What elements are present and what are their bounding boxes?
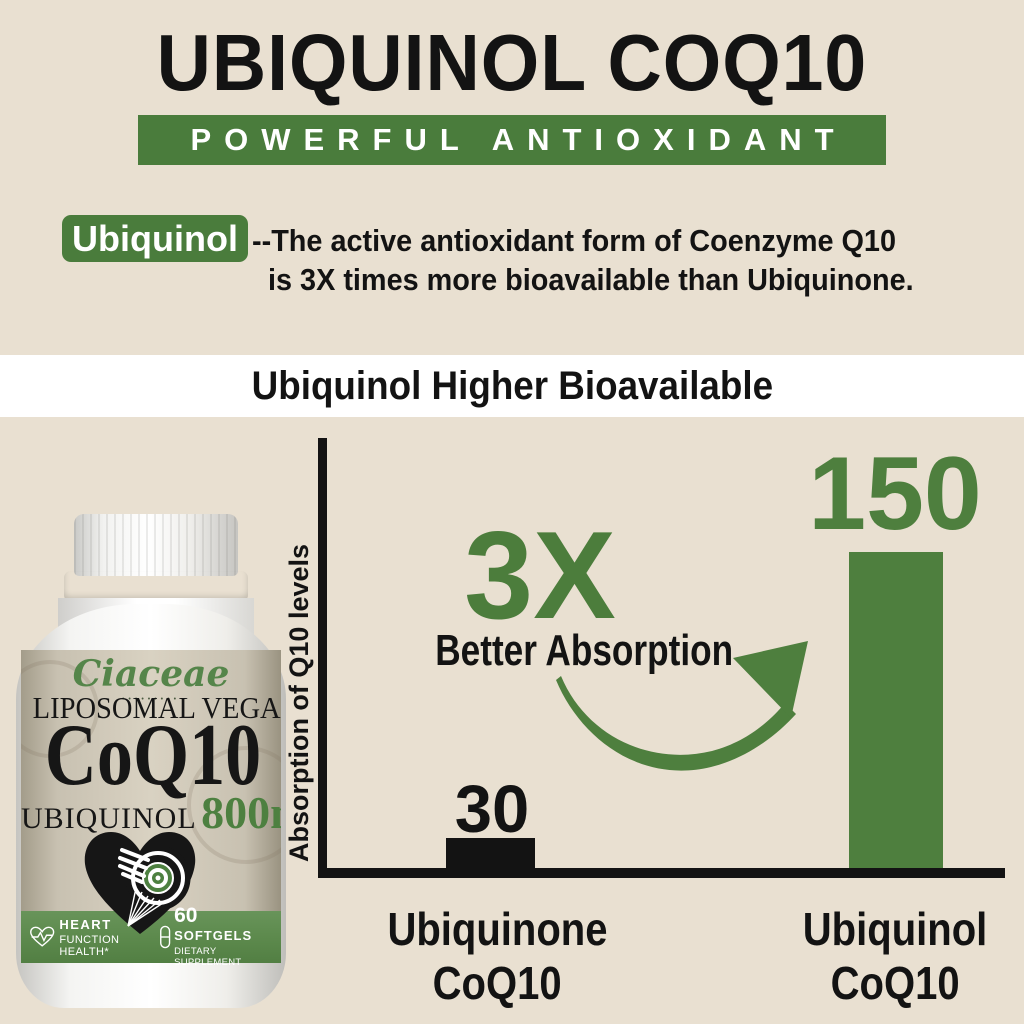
band-supplement-text: DIETARY SUPPLEMENT [174, 946, 242, 968]
label-product-name: CoQ10 [44, 707, 262, 804]
bullseye-icon [125, 845, 191, 911]
band-count: 60 [174, 904, 198, 927]
ray-lines [127, 887, 167, 927]
annotation-3x: 3X [464, 507, 616, 645]
chart-value-label-ubiquinol: 150 [808, 436, 982, 552]
intro-line1: --The active antioxidant form of Coenzym… [252, 223, 896, 258]
curved-up-right-arrow-icon [556, 641, 808, 771]
band-heart-text: HEART [59, 916, 112, 932]
ubiquinol-badge: Ubiquinol [62, 215, 248, 262]
chart-y-axis-line [318, 438, 327, 878]
heart-pulse-icon [30, 926, 55, 947]
chart-value-label-ubiquinone: 30 [454, 772, 530, 847]
chart-x-axis-line [318, 868, 1005, 878]
bottle-cap [74, 514, 238, 576]
chart-bar-ubiquinone [446, 838, 535, 871]
label-form-row: UBIQUINOL 800mg [21, 786, 281, 839]
label-decor-ring [21, 660, 99, 758]
section-heading-band: Ubiquinol Higher Bioavailable [0, 355, 1024, 417]
hand-icon [118, 848, 150, 884]
brand-logo-dots: ••••••••• [121, 696, 181, 703]
heart-target-graphic [84, 832, 196, 934]
label-green-band: HEART FUNCTION HEALTH* 60 SOFTGELS DIETA… [21, 905, 281, 968]
label-liposomal-vegan: LIPOSOMAL VEGAN [32, 690, 281, 725]
ubiquinol-badge-text: Ubiquinol [72, 217, 238, 259]
label-form: UBIQUINOL [21, 802, 197, 835]
category-label-ubiquinone: Ubiquinone CoQ10 [386, 903, 608, 1009]
page-title: UBIQUINOL COQ10 [0, 20, 1024, 106]
brand-logo-text: Ciaceae [72, 653, 230, 695]
band-function-text: FUNCTION HEALTH* [59, 933, 120, 958]
chart-bar-ubiquinol [849, 552, 943, 870]
section-heading: Ubiquinol Higher Bioavailable [251, 363, 773, 408]
intro-text: --The active antioxidant form of Coenzym… [252, 221, 992, 299]
band-count-unit: SOFTGELS [174, 928, 253, 943]
page-title-text: UBIQUINOL COQ10 [156, 18, 868, 107]
intro-line2: is 3X times more bioavailable than Ubiqu… [268, 262, 914, 297]
chart-y-axis-label: Absorption of Q10 levels [284, 543, 314, 863]
antioxidant-banner: POWERFUL ANTIOXIDANT [138, 115, 886, 165]
category-label-ubiquinol: Ubiquinol CoQ10 [802, 903, 988, 1009]
label-strength: 800mg [201, 787, 281, 838]
capsule-icon [159, 925, 171, 949]
antioxidant-banner-text: POWERFUL ANTIOXIDANT [190, 122, 847, 157]
label-decor-ring [187, 746, 281, 864]
bottle-label: Ciaceae ••••••••• LIPOSOMAL VEGAN CoQ10 … [21, 650, 281, 963]
annotation-better-absorption: Better Absorption [435, 626, 734, 675]
